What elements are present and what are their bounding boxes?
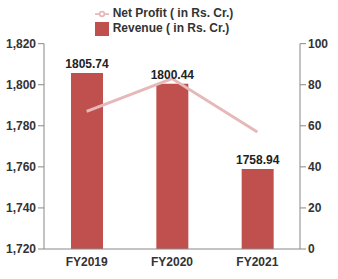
svg-text:1,740: 1,740: [8, 201, 36, 215]
svg-text:80: 80: [308, 78, 322, 92]
svg-text:FY2019: FY2019: [66, 255, 108, 269]
svg-text:1,720: 1,720: [8, 242, 36, 256]
svg-text:1,760: 1,760: [8, 160, 36, 174]
svg-text:FY2021: FY2021: [236, 255, 278, 269]
svg-text:0: 0: [308, 242, 315, 256]
svg-text:20: 20: [308, 201, 322, 215]
svg-text:40: 40: [308, 160, 322, 174]
svg-text:1758.94: 1758.94: [236, 153, 280, 167]
svg-text:1805.74: 1805.74: [65, 57, 109, 71]
svg-text:1,800: 1,800: [8, 78, 36, 92]
html-text:Revenue ( in Rs. Cr.): Revenue ( in Rs. Cr.): [112, 20, 230, 35]
svg-text:1,780: 1,780: [8, 119, 36, 133]
svg-text:1,820: 1,820: [8, 37, 36, 51]
svg-text:1800.44: 1800.44: [151, 68, 195, 82]
svg-text:100: 100: [308, 37, 328, 51]
svg-text:60: 60: [308, 119, 322, 133]
html-text:Net Profit ( in Rs. Cr.): Net Profit ( in Rs. Cr.): [112, 6, 234, 20]
svg-text:FY2020: FY2020: [151, 255, 193, 269]
